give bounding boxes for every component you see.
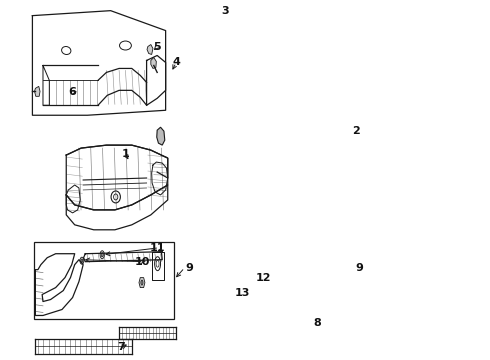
Ellipse shape xyxy=(100,251,104,259)
Text: 8: 8 xyxy=(313,319,321,328)
Polygon shape xyxy=(147,45,153,54)
Text: 1: 1 xyxy=(122,149,129,159)
Polygon shape xyxy=(157,127,165,145)
Ellipse shape xyxy=(81,259,83,262)
Polygon shape xyxy=(34,86,40,96)
Ellipse shape xyxy=(101,253,103,257)
Text: 3: 3 xyxy=(221,6,229,15)
Text: 10: 10 xyxy=(135,257,150,267)
Text: 13: 13 xyxy=(235,288,250,298)
Text: 12: 12 xyxy=(256,273,271,283)
Polygon shape xyxy=(151,58,156,68)
Text: 2: 2 xyxy=(352,126,360,136)
Bar xyxy=(34,242,174,319)
Text: 9: 9 xyxy=(355,263,363,273)
Ellipse shape xyxy=(80,257,84,264)
Text: 9: 9 xyxy=(185,263,193,273)
Text: 7: 7 xyxy=(117,342,125,352)
Text: 11: 11 xyxy=(149,243,165,253)
Ellipse shape xyxy=(141,280,143,285)
Text: 6: 6 xyxy=(69,87,76,97)
Text: 5: 5 xyxy=(153,41,161,51)
Text: 4: 4 xyxy=(172,58,180,67)
Polygon shape xyxy=(139,278,145,288)
